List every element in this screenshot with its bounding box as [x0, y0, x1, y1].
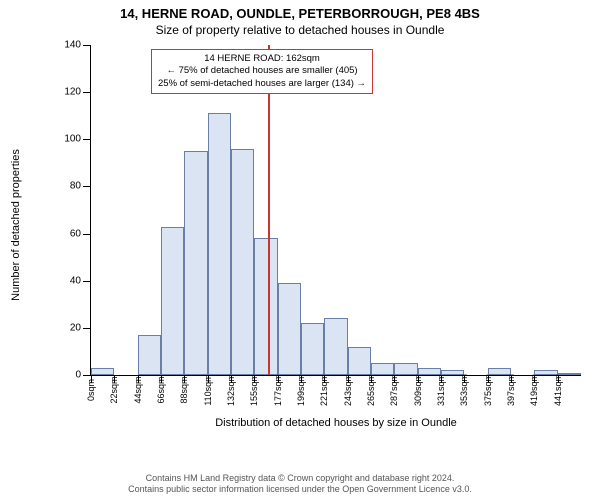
y-axis-label: Number of detached properties — [10, 149, 22, 301]
x-tick-label: 265sqm — [366, 374, 376, 406]
x-tick-label: 66sqm — [156, 376, 166, 403]
callout-line: ← 75% of detached houses are smaller (40… — [158, 65, 366, 77]
bar — [558, 373, 581, 375]
x-tick-label: 110sqm — [203, 374, 213, 405]
x-tick-label: 309sqm — [413, 374, 423, 406]
x-tick-label: 441sqm — [553, 374, 563, 406]
title-main: 14, HERNE ROAD, OUNDLE, PETERBORROUGH, P… — [0, 0, 600, 21]
y-tick-label: 140 — [64, 40, 81, 51]
y-tick-label: 40 — [70, 275, 81, 286]
x-tick-label: 155sqm — [249, 374, 259, 406]
bar — [324, 318, 347, 375]
callout-box: 14 HERNE ROAD: 162sqm← 75% of detached h… — [151, 49, 373, 94]
plot-area: Distribution of detached houses by size … — [90, 45, 581, 376]
chart-area: Number of detached properties Distributi… — [60, 45, 580, 405]
y-tick — [83, 281, 91, 282]
footer-line-2: Contains public sector information licen… — [0, 484, 600, 496]
x-axis-label: Distribution of detached houses by size … — [215, 417, 457, 429]
x-tick-label: 177sqm — [273, 374, 283, 406]
y-tick-label: 100 — [64, 134, 81, 145]
y-tick — [83, 186, 91, 187]
x-tick-label: 88sqm — [179, 376, 189, 403]
x-tick-label: 375sqm — [483, 374, 493, 406]
bar — [91, 368, 114, 375]
footer-line-1: Contains HM Land Registry data © Crown c… — [0, 473, 600, 485]
y-tick — [83, 234, 91, 235]
y-tick-label: 0 — [75, 370, 81, 381]
bar — [184, 151, 207, 375]
bar — [208, 113, 231, 375]
x-tick-label: 0sqm — [86, 379, 96, 401]
bar — [278, 283, 301, 375]
x-tick-label: 419sqm — [529, 374, 539, 406]
x-tick-label: 331sqm — [436, 374, 446, 406]
x-tick-label: 22sqm — [109, 376, 119, 403]
x-tick-label: 221sqm — [319, 374, 329, 406]
bar — [301, 323, 324, 375]
bar — [254, 238, 277, 375]
x-tick-label: 44sqm — [133, 376, 143, 403]
bar — [348, 347, 371, 375]
x-tick-label: 243sqm — [343, 374, 353, 406]
y-tick — [83, 328, 91, 329]
x-tick-label: 199sqm — [296, 374, 306, 406]
reference-line — [268, 45, 270, 375]
y-tick — [83, 375, 91, 376]
y-tick — [83, 92, 91, 93]
y-tick-label: 80 — [70, 181, 81, 192]
x-tick-label: 132sqm — [226, 374, 236, 406]
y-tick-label: 60 — [70, 228, 81, 239]
y-tick-label: 120 — [64, 87, 81, 98]
title-sub: Size of property relative to detached ho… — [0, 21, 600, 37]
callout-line: 25% of semi-detached houses are larger (… — [158, 78, 366, 90]
x-tick-label: 397sqm — [506, 374, 516, 406]
bar — [138, 335, 161, 375]
x-tick-label: 287sqm — [389, 374, 399, 406]
bar — [231, 149, 254, 375]
x-tick-label: 353sqm — [459, 374, 469, 406]
footer: Contains HM Land Registry data © Crown c… — [0, 473, 600, 496]
y-tick-label: 20 — [70, 322, 81, 333]
callout-line: 14 HERNE ROAD: 162sqm — [158, 53, 366, 65]
y-tick — [83, 139, 91, 140]
y-tick — [83, 45, 91, 46]
bar — [161, 227, 184, 376]
